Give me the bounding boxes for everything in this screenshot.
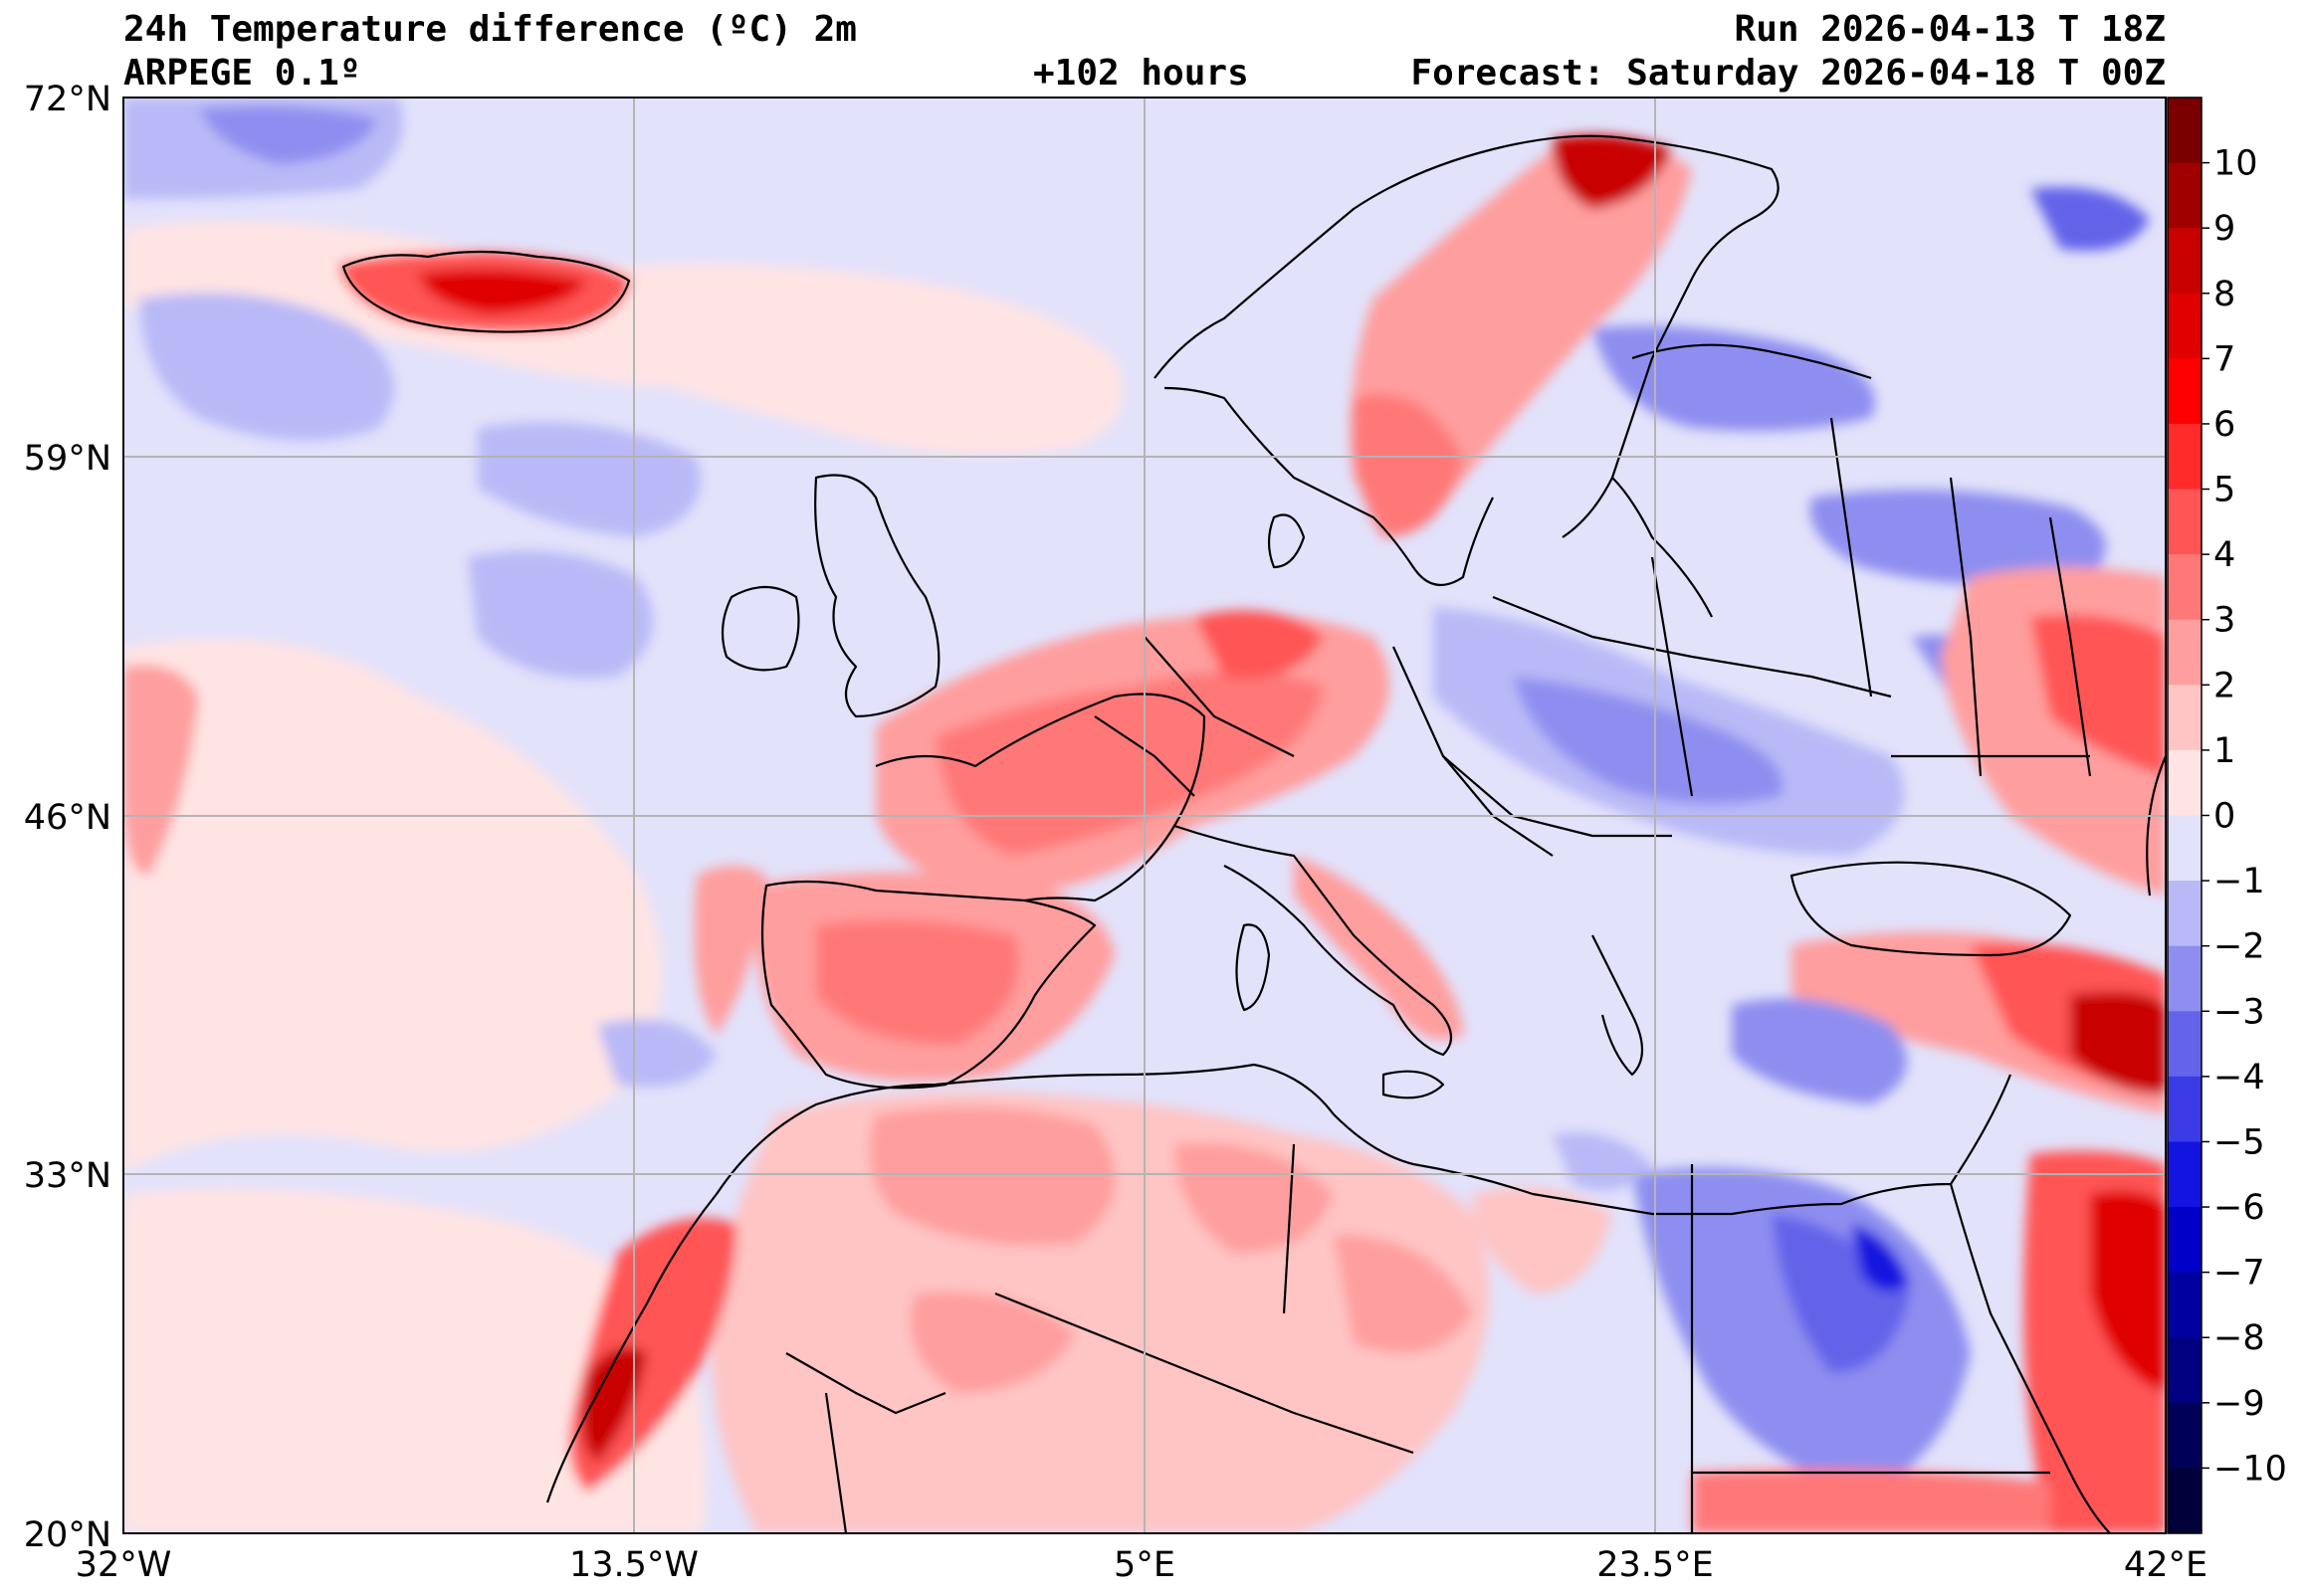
colorbar-label: 4 — [2213, 535, 2235, 575]
colorbar-label: −3 — [2213, 992, 2265, 1032]
colorbar-swatch — [2168, 1402, 2202, 1469]
colorbar-swatch — [2168, 685, 2202, 751]
run-label: Run 2026-04-13 T 18Z — [1734, 9, 2166, 50]
coastlines — [341, 134, 2166, 1533]
colorbar-swatch — [2168, 881, 2202, 947]
map-frame — [122, 97, 2167, 1534]
lat-label: 46°N — [24, 798, 111, 838]
colorbar-label: 2 — [2213, 666, 2235, 705]
colorbar-label: −4 — [2213, 1058, 2265, 1097]
colorbar-label: −2 — [2213, 927, 2265, 967]
colorbar-swatch — [2168, 1272, 2202, 1338]
colorbar-swatch — [2168, 1011, 2202, 1078]
forecast-time-label: Forecast: Saturday 2026-04-18 T 00Z — [1410, 53, 2166, 94]
colorbar-swatch — [2168, 1207, 2202, 1274]
colorbar-label: 5 — [2213, 471, 2235, 510]
colorbar-swatch — [2168, 293, 2202, 359]
colorbar-swatch — [2168, 619, 2202, 686]
lon-label: 23.5°E — [1596, 1545, 1714, 1585]
colorbar-swatch — [2168, 489, 2202, 555]
colorbar-swatch — [2168, 1468, 2202, 1534]
colorbar-swatch — [2168, 945, 2202, 1012]
colorbar-swatch — [2168, 749, 2202, 816]
colorbar-swatch — [2168, 554, 2202, 621]
colorbar-label: 9 — [2213, 209, 2235, 249]
lead-time-label: +102 hours — [1033, 53, 1249, 94]
colorbar-label: 0 — [2213, 797, 2235, 837]
gridlines — [123, 98, 2166, 1533]
colorbar-swatch — [2168, 162, 2202, 229]
lat-label: 33°N — [24, 1156, 111, 1196]
lat-label: 20°N — [24, 1515, 111, 1555]
colorbar-swatch — [2168, 358, 2202, 425]
colorbar-label: 3 — [2213, 601, 2235, 641]
colorbar-swatch — [2168, 1141, 2202, 1208]
colorbar-swatch — [2168, 423, 2202, 491]
latitude-axis: 72°N 59°N 46°N 33°N 20°N — [24, 80, 111, 1555]
colorbar-label: 8 — [2213, 275, 2235, 314]
colorbar-label: −8 — [2213, 1318, 2265, 1358]
colorbar-swatch — [2168, 1076, 2202, 1142]
map-title: 24h Temperature difference (ºC) 2m — [123, 9, 857, 50]
colorbar-swatch — [2168, 98, 2202, 164]
colorbar-label: −10 — [2213, 1449, 2287, 1489]
colorbar-label: 6 — [2213, 405, 2235, 445]
colorbar-label: −5 — [2213, 1122, 2265, 1162]
lon-label: 42°E — [2124, 1545, 2207, 1585]
colorbar-label: 1 — [2213, 731, 2235, 771]
longitude-axis: 32°W 13.5°W 5°E 23.5°E 42°E — [76, 1545, 2207, 1585]
lat-label: 59°N — [24, 439, 111, 479]
colorbar-swatch — [2168, 228, 2202, 295]
colorbar-swatch — [2168, 1337, 2202, 1404]
lon-label: 13.5°W — [569, 1545, 699, 1585]
colorbar-label: −7 — [2213, 1254, 2265, 1294]
lon-label: 32°W — [76, 1545, 172, 1585]
lon-label: 5°E — [1114, 1545, 1175, 1585]
colorbar-label: −6 — [2213, 1188, 2265, 1228]
colorbar-swatch — [2168, 815, 2202, 882]
colorbar-label: −9 — [2213, 1384, 2265, 1424]
lat-label: 72°N — [24, 80, 111, 119]
colorbar-label: 7 — [2213, 339, 2235, 379]
colorbar-label: −1 — [2213, 862, 2265, 901]
colorbar-label: 10 — [2213, 144, 2258, 184]
model-label: ARPEGE 0.1º — [123, 53, 361, 94]
